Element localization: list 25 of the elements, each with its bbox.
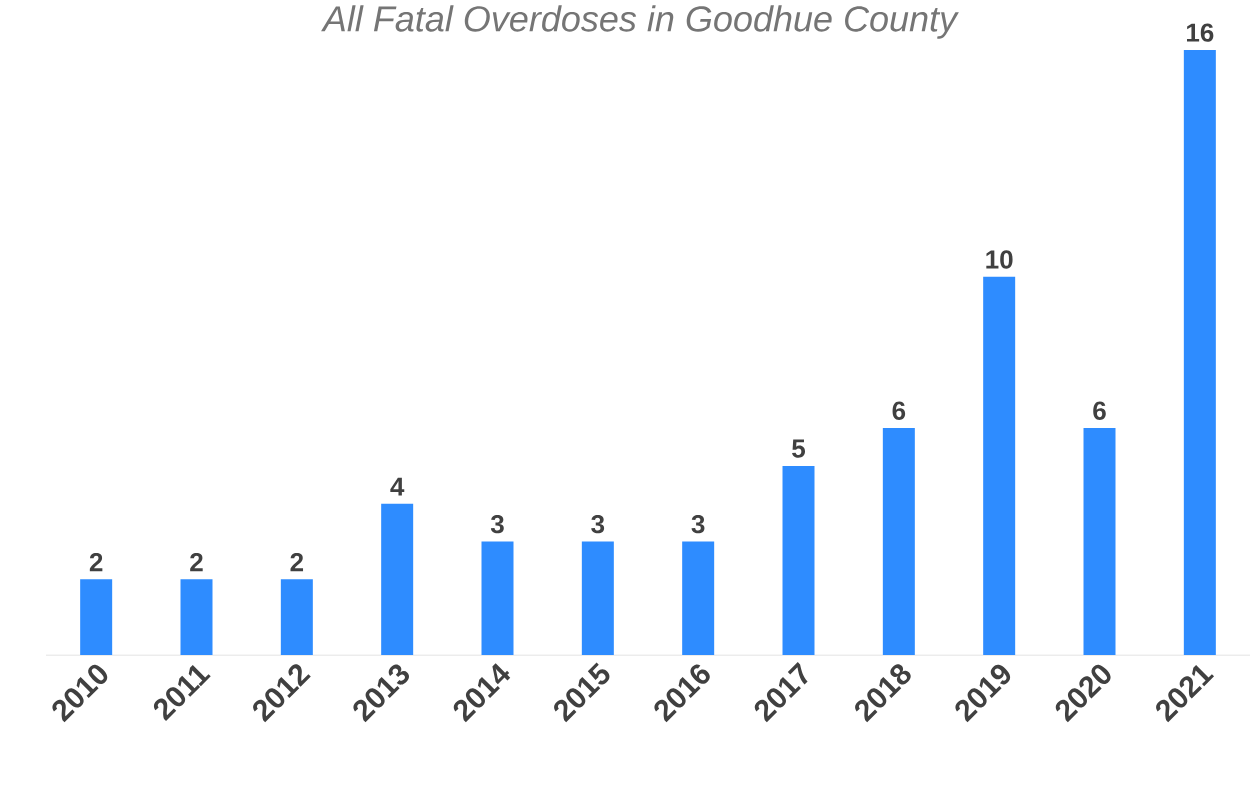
data-label: 10: [986, 250, 1013, 269]
bar: [180, 579, 213, 655]
bar: [682, 541, 715, 655]
data-label: 2: [190, 553, 203, 572]
data-label: 2: [290, 553, 304, 572]
data-label: 2: [89, 553, 103, 572]
bar: [782, 465, 815, 655]
data-label: 3: [490, 514, 504, 534]
bar: [381, 503, 414, 655]
data-label: 6: [892, 401, 906, 420]
bar: [1083, 428, 1116, 655]
data-label: 6: [1093, 401, 1106, 420]
data-label: 4: [390, 477, 405, 496]
bar: [581, 541, 614, 655]
bar: [882, 428, 915, 655]
bar: [1183, 49, 1216, 655]
data-label: 5: [792, 439, 806, 458]
data-label: 3: [691, 514, 705, 534]
data-label: 16: [1187, 23, 1214, 42]
bar: [481, 541, 514, 655]
data-label: 3: [591, 514, 605, 534]
bar: [80, 579, 113, 655]
bar: [983, 276, 1016, 655]
bar: [280, 579, 313, 655]
chart-title: All Fatal Overdoses in Goodhue County: [321, 5, 959, 39]
